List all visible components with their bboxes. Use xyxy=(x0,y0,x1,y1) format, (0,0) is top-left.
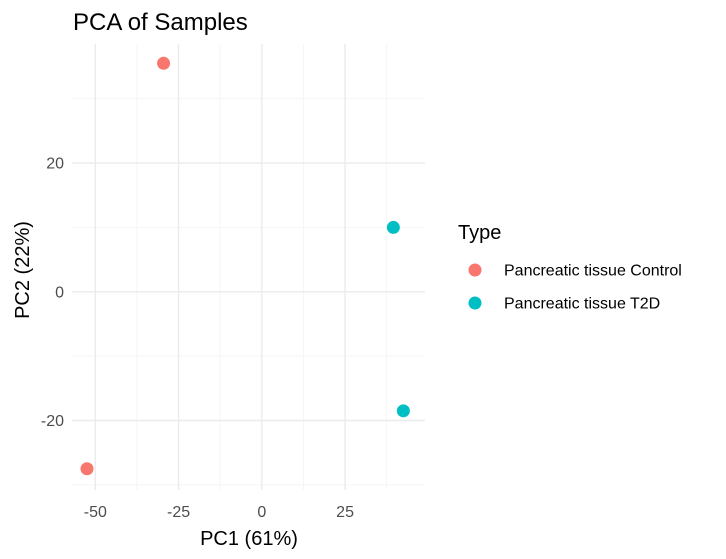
legend-items: Pancreatic tissue Control Pancreatic tiss… xyxy=(468,263,682,313)
data-point xyxy=(80,462,94,476)
y-tick-label: 0 xyxy=(55,284,64,301)
x-axis-title: PC1 (61%) xyxy=(200,528,298,550)
y-tick-labels: -20 0 20 xyxy=(41,156,64,430)
legend-key xyxy=(468,263,482,277)
legend: Type Pancreatic tissue ControlPancreatic… xyxy=(458,222,682,313)
y-tick-label: -20 xyxy=(41,413,64,430)
legend-key xyxy=(468,296,482,310)
data-point xyxy=(386,220,400,234)
legend-label: Pancreatic tissue T2D xyxy=(504,296,660,313)
x-tick-label: -50 xyxy=(84,504,107,521)
x-tick-label: 25 xyxy=(336,504,354,521)
legend-label: Pancreatic tissue Control xyxy=(504,263,682,280)
legend-title: Type xyxy=(458,222,501,244)
data-points xyxy=(80,56,410,476)
grid xyxy=(72,44,425,490)
y-axis-title: PC2 (22%) xyxy=(12,221,34,319)
data-point xyxy=(157,56,171,70)
x-tick-label: 0 xyxy=(257,504,266,521)
chart-title: PCA of Samples xyxy=(73,9,248,36)
x-tick-labels: -50 -25 0 25 xyxy=(84,504,354,521)
y-tick-label: 20 xyxy=(46,156,64,173)
x-tick-label: -25 xyxy=(167,504,190,521)
data-point xyxy=(396,404,410,418)
